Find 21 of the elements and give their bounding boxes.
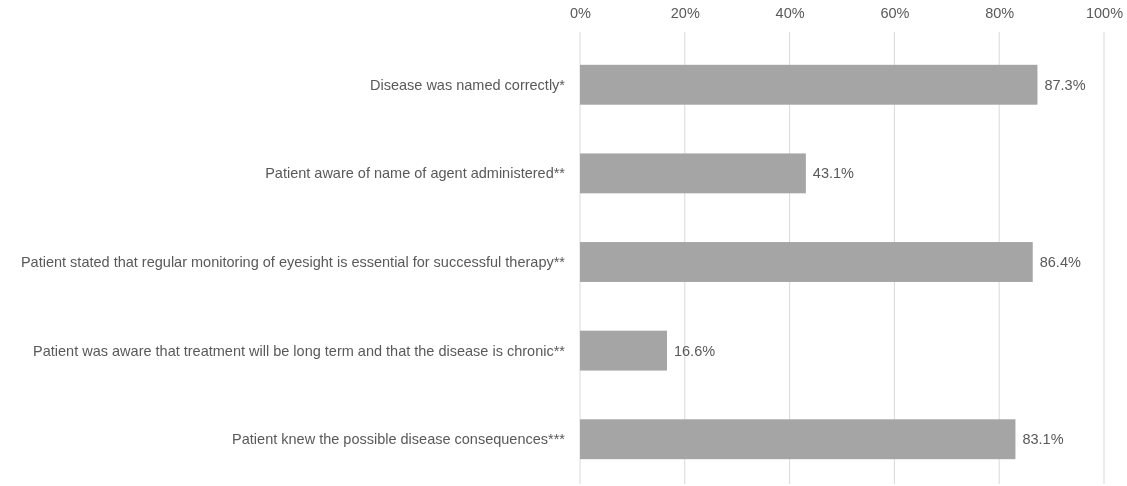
x-tick-label: 0%	[570, 5, 592, 21]
data-label: 83.1%	[1022, 431, 1064, 448]
y-tick-label: Patient stated that regular monitoring of eyesight is essential for successful therapy**	[20, 254, 566, 271]
data-label: 87.3%	[1044, 76, 1086, 93]
data-label: 43.1%	[812, 165, 855, 182]
y-tick-label: Disease was named correctly*	[369, 76, 566, 93]
y-tick-label: Patient aware of name of agent administered**	[265, 165, 566, 182]
x-tick-label: 80%	[985, 5, 1015, 21]
bar	[580, 242, 1033, 282]
bar	[580, 64, 1038, 105]
bar	[580, 330, 667, 371]
x-tick-label: 60%	[880, 5, 910, 21]
x-tick-label: 100%	[1085, 5, 1124, 21]
data-label: 16.6%	[673, 342, 716, 359]
bar	[580, 419, 1016, 460]
y-tick-label: Patient knew the possible disease consequences***	[232, 431, 566, 448]
data-label: 86.4%	[1039, 254, 1081, 271]
bar	[580, 153, 806, 194]
y-tick-label: Patient was aware that treatment will be long term and that the disease is chronic**	[33, 342, 566, 359]
x-tick-label: 40%	[775, 5, 805, 21]
x-tick-label: 20%	[670, 5, 700, 21]
